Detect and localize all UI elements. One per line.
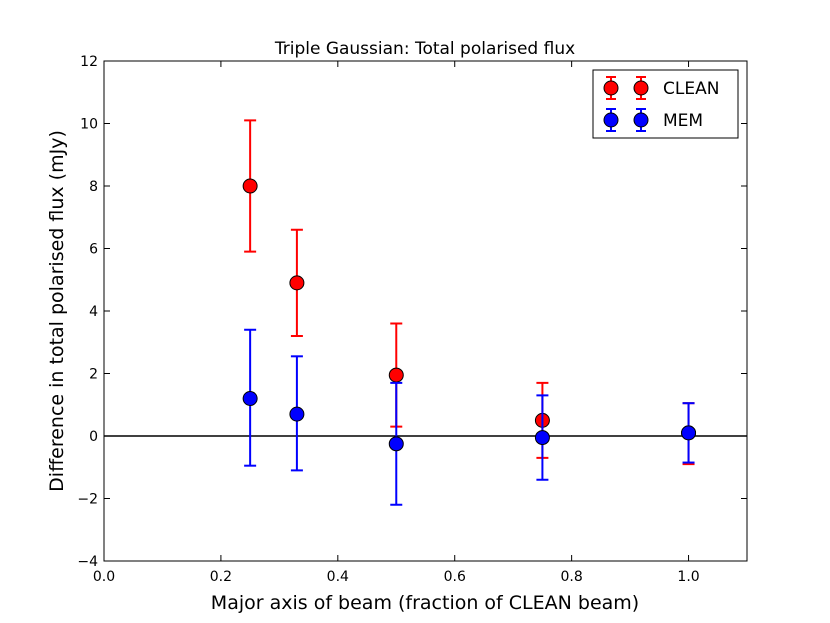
- x-tick-label: 0.2: [210, 569, 232, 585]
- x-tick-label: 1.0: [677, 569, 699, 585]
- y-tick-label: 12: [80, 54, 98, 70]
- y-tick-label: −2: [77, 492, 98, 508]
- data-point: [388, 367, 404, 383]
- x-axis-label: Major axis of beam (fraction of CLEAN be…: [211, 592, 639, 614]
- y-tick-label: 10: [80, 117, 98, 133]
- legend: CLEAN MEM: [592, 69, 739, 139]
- data-point: [681, 425, 697, 441]
- x-tick-label: 0.8: [561, 569, 583, 585]
- legend-marker: [603, 112, 619, 128]
- data-point: [534, 430, 550, 446]
- legend-label: MEM: [663, 111, 703, 131]
- data-point: [242, 391, 258, 406]
- x-tick-label: 0.0: [93, 569, 115, 585]
- y-tick-label: 8: [89, 179, 98, 195]
- chart-title: Triple Gaussian: Total polarised flux: [274, 39, 575, 59]
- data-point: [289, 406, 305, 422]
- data-point: [289, 275, 305, 291]
- plot-area: 0.0 0.2 0.4 0.6 0.8 1.0 −4 −2 0 2 4 6 8 10 12 CLEAN MEM: [77, 54, 748, 585]
- y-tick-label: 6: [89, 242, 98, 258]
- y-axis-label: Difference in total polarised flux (mJy): [46, 130, 68, 492]
- y-tick-label: 4: [89, 304, 98, 320]
- series-clean: [242, 119, 697, 466]
- x-tick-label: 0.4: [327, 569, 349, 585]
- series-mem: [242, 328, 697, 506]
- legend-label: CLEAN: [663, 79, 719, 99]
- y-tick-label: −4: [77, 554, 98, 570]
- legend-marker: [633, 80, 649, 96]
- data-point: [242, 178, 258, 194]
- legend-frame: [592, 69, 739, 139]
- x-tick-label: 0.6: [444, 569, 466, 585]
- y-tick-label: 2: [89, 367, 98, 383]
- legend-marker: [633, 112, 649, 128]
- data-point: [388, 436, 404, 452]
- y-tick-label: 0: [89, 429, 98, 445]
- legend-marker: [603, 80, 619, 96]
